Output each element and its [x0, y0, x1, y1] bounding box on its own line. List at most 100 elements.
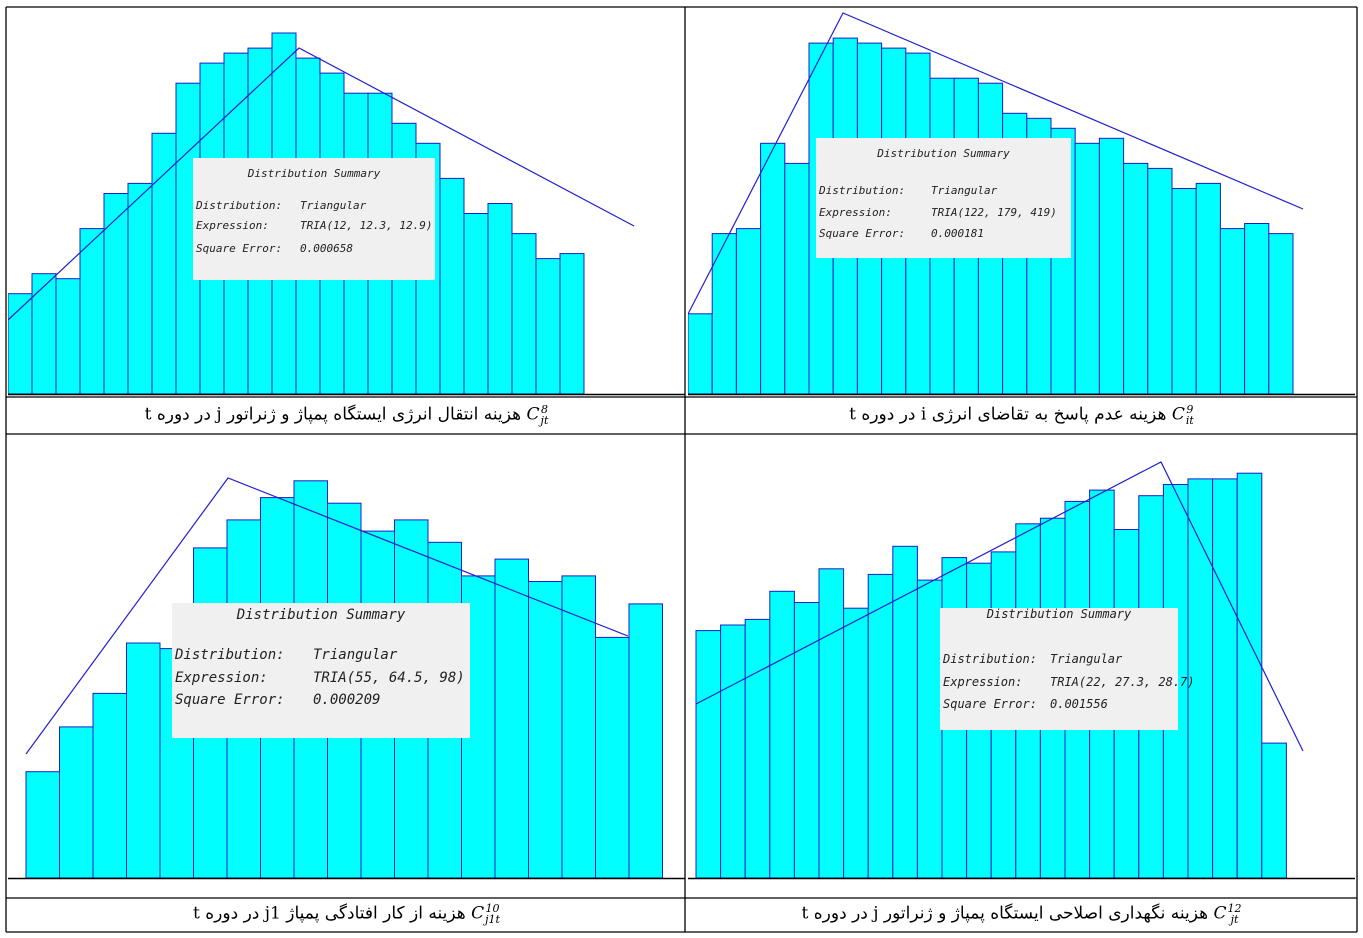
summary-row: Distribution: Triangular [819, 184, 997, 197]
caption-text: هزینه انتقال انرژی ایستگاه پمپاژ و ژنرات… [144, 404, 527, 425]
bar-3-4 [126, 642, 161, 879]
summary-value: TRIA(12, 12.3, 12.9) [300, 219, 433, 232]
bar-3-2 [59, 726, 94, 879]
bar-4-1 [695, 630, 722, 879]
summary-title: Distribution Summary [986, 607, 1132, 621]
summary-value: Triangular [313, 647, 398, 663]
bar-2-25 [1268, 233, 1294, 395]
summary-label: Expression: [943, 675, 1023, 689]
caption-text: هزینه نگهداری اصلاحی ایستگاه پمپاژ و ژنر… [801, 903, 1214, 924]
bar-1-3 [55, 278, 81, 395]
bar-3-17 [561, 575, 596, 879]
summary-row: Square Error: 0.001556 [943, 697, 1108, 711]
bar-2-1 [688, 313, 713, 395]
summary-title: Distribution Summary [877, 147, 1010, 160]
caption-text: هزینه عدم پاسخ به تقاضای انرژی i در دوره… [849, 404, 1172, 425]
bar-4-10 [916, 579, 943, 879]
bar-2-22 [1195, 182, 1221, 395]
bar-4-6 [818, 568, 845, 879]
cost-symbol: C 10 j1t [471, 902, 500, 926]
bar-2-23 [1219, 228, 1246, 395]
chart-cell-3: Distribution Summary Distribution: Triangu… [8, 436, 685, 897]
bar-2-21 [1171, 188, 1197, 395]
chart-cell-2: Distribution Summary Distribution: Triangu… [688, 8, 1355, 396]
summary-row: Expression: TRIA(22, 27.3, 28.7) [943, 675, 1195, 689]
bar-2-19 [1123, 162, 1149, 395]
bar-1-6 [127, 182, 153, 395]
summary-value: TRIA(22, 27.3, 28.7) [1050, 675, 1195, 689]
summary-row: Distribution: Triangular [196, 199, 366, 212]
bar-4-24 [1261, 742, 1287, 879]
cost-symbol: C 8 jt [526, 403, 549, 427]
summary-value: TRIA(122, 179, 419) [931, 206, 1057, 219]
bar-1-8 [175, 82, 201, 395]
bar-3-18 [595, 636, 630, 879]
summary-row: Expression: TRIA(55, 64.5, 98) [175, 670, 465, 686]
summary-row: Distribution: Triangular [943, 652, 1122, 666]
summary-label: Expression: [196, 219, 269, 232]
summary-label: Distribution: [943, 652, 1037, 666]
summary-row: Square Error: 0.000181 [819, 227, 984, 240]
summary-label: Expression: [819, 206, 892, 219]
summary-value: 0.001556 [1050, 697, 1108, 711]
summary-label: Expression: [175, 670, 268, 686]
chart-cell-1: Distribution Summary Distribution: Triangu… [8, 8, 685, 396]
triangular-fit-line-4 [695, 461, 1304, 752]
summary-title: Distribution Summary [236, 607, 406, 623]
summary-value: Triangular [1050, 652, 1123, 666]
chart-caption-4: C 12 jt هزینه نگهداری اصلاحی ایستگاه پمپاژ… [688, 903, 1355, 925]
bar-2-18 [1098, 137, 1125, 395]
summary-value: 0.000658 [300, 242, 353, 255]
bar-1-23 [535, 258, 561, 395]
chart-caption-3: C 10 j1t هزینه از کار افتادگی پمپاژ j1 در … [8, 903, 685, 925]
bar-2-3 [735, 228, 762, 395]
summary-label: Distribution: [175, 647, 285, 663]
bar-3-15 [494, 558, 529, 879]
summary-label: Square Error: [819, 227, 906, 240]
distribution-summary-panel-3: Distribution Summary Distribution: Triangu… [172, 603, 470, 738]
summary-value: TRIA(55, 64.5, 98) [313, 670, 465, 686]
bar-2-20 [1147, 167, 1173, 395]
bar-2-2 [711, 233, 737, 395]
chart-caption-2: C 9 it هزینه عدم پاسخ به تقاضای انرژی i در… [688, 404, 1355, 426]
summary-label: Distribution: [819, 184, 906, 197]
caption-text: هزینه از کار افتادگی پمپاژ j1 در دوره t [193, 903, 472, 924]
distribution-summary-panel-1: Distribution Summary Distribution: Triangu… [193, 158, 435, 280]
triangular-fit-line-1 [8, 47, 635, 321]
summary-value: Triangular [931, 184, 998, 197]
bar-4-22 [1212, 478, 1238, 879]
bar-4-4 [769, 590, 795, 879]
summary-value: 0.000209 [313, 692, 381, 708]
summary-row: Expression: TRIA(12, 12.3, 12.9) [196, 219, 432, 232]
summary-label: Square Error: [943, 697, 1037, 711]
bar-1-4 [79, 228, 105, 395]
distribution-summary-panel-2: Distribution Summary Distribution: Triangu… [816, 138, 1071, 258]
bar-3-3 [92, 692, 127, 879]
bar-1-7 [151, 132, 177, 395]
triangular-fit-line-2 [688, 12, 1304, 315]
bar-2-4 [760, 142, 786, 395]
summary-label: Square Error: [175, 692, 285, 708]
bar-2-17 [1074, 142, 1100, 395]
triangular-fit-line-3 [25, 477, 629, 755]
bar-1-21 [487, 203, 513, 395]
summary-row: Square Error: 0.000209 [175, 692, 380, 708]
bar-2-24 [1244, 223, 1270, 395]
bar-3-19 [628, 603, 663, 879]
bar-3-16 [528, 581, 563, 879]
bar-2-5 [784, 162, 810, 395]
bar-4-8 [867, 573, 894, 879]
bar-1-20 [463, 213, 489, 395]
bar-1-5 [103, 193, 129, 395]
bar-4-23 [1236, 472, 1263, 879]
summary-row: Expression: TRIA(122, 179, 419) [819, 206, 1057, 219]
bar-4-7 [843, 607, 869, 879]
bar-1-24 [559, 253, 585, 395]
summary-title: Distribution Summary [247, 167, 381, 180]
summary-label: Distribution: [196, 199, 283, 212]
cost-symbol: C 12 jt [1213, 902, 1242, 926]
bar-1-22 [511, 233, 537, 395]
bar-1-19 [439, 177, 465, 395]
bar-4-3 [744, 618, 771, 879]
